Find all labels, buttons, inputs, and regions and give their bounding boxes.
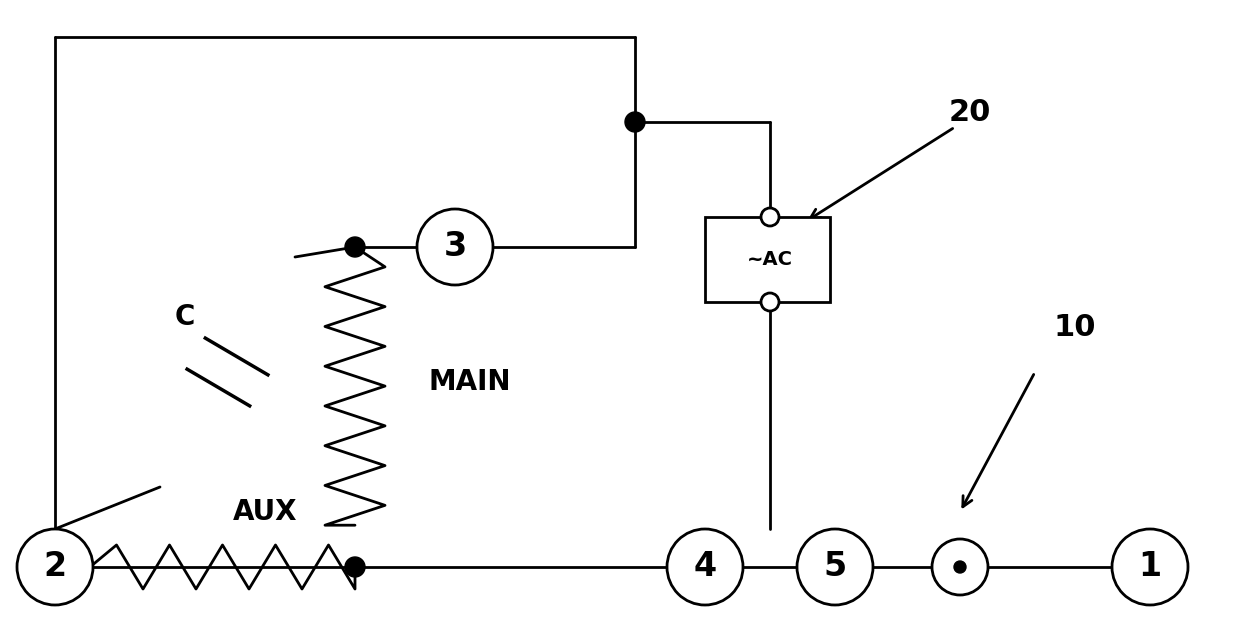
Text: 1: 1 bbox=[1138, 550, 1162, 583]
Text: 2: 2 bbox=[43, 550, 67, 583]
Text: C: C bbox=[175, 303, 195, 331]
Text: MAIN: MAIN bbox=[429, 368, 511, 396]
Text: 4: 4 bbox=[693, 550, 717, 583]
Circle shape bbox=[1112, 529, 1188, 605]
Circle shape bbox=[625, 112, 645, 132]
Circle shape bbox=[17, 529, 93, 605]
Text: 20: 20 bbox=[949, 98, 991, 126]
Circle shape bbox=[761, 293, 779, 311]
Circle shape bbox=[761, 208, 779, 226]
Text: 3: 3 bbox=[444, 231, 466, 264]
Circle shape bbox=[954, 561, 966, 573]
Text: 5: 5 bbox=[823, 550, 847, 583]
Circle shape bbox=[345, 557, 365, 577]
Circle shape bbox=[667, 529, 743, 605]
Circle shape bbox=[797, 529, 873, 605]
Circle shape bbox=[345, 237, 365, 257]
Circle shape bbox=[932, 539, 988, 595]
Circle shape bbox=[417, 209, 494, 285]
Text: 10: 10 bbox=[1054, 312, 1096, 341]
Text: ~AC: ~AC bbox=[746, 250, 794, 269]
Bar bbox=[706, 217, 830, 302]
Text: AUX: AUX bbox=[233, 498, 298, 526]
